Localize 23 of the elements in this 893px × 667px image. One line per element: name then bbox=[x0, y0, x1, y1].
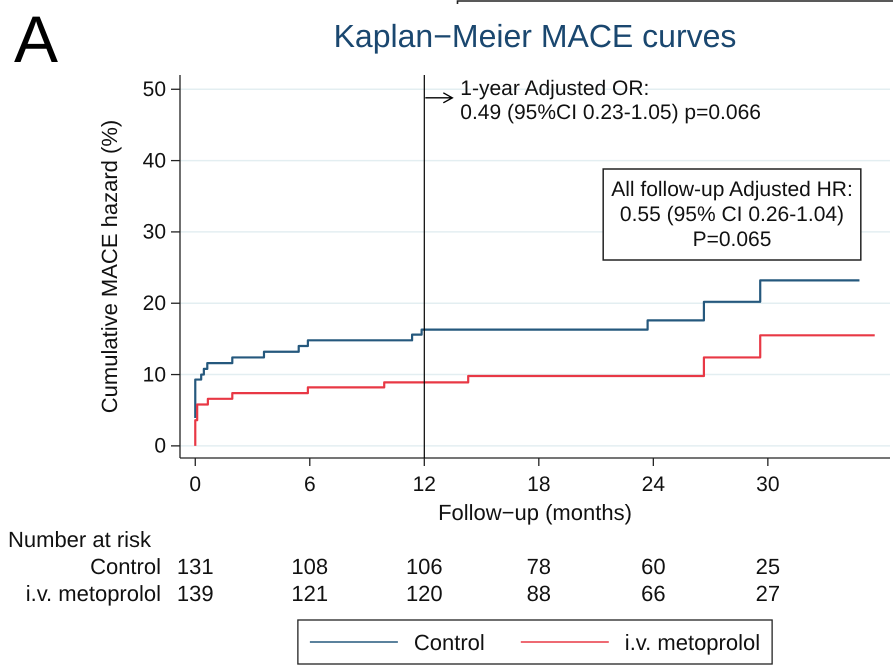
x-tick-label: 30 bbox=[756, 472, 780, 496]
legend-label: Control bbox=[414, 630, 485, 655]
x-axis-title: Follow−up (months) bbox=[438, 500, 632, 525]
annotation: 1-year Adjusted OR: 0.49 (95%CI 0.23-1.05) p=0.066 bbox=[460, 76, 761, 124]
x-tick-label: 12 bbox=[412, 472, 436, 496]
y-tick-label: 10 bbox=[142, 363, 166, 386]
x-tick-label: 6 bbox=[304, 472, 316, 496]
y-tick-label: 0 bbox=[154, 434, 166, 458]
y-tick-label: 30 bbox=[142, 220, 166, 244]
y-tick-label: 40 bbox=[142, 149, 166, 172]
y-axis-title: Cumulative MACE hazard (%) bbox=[97, 120, 122, 414]
x-tick-label: 24 bbox=[642, 472, 666, 496]
chart-title: Kaplan−Meier MACE curves bbox=[334, 18, 736, 54]
y-tick-label: 50 bbox=[142, 78, 166, 101]
text: A bbox=[14, 2, 58, 76]
legend-label: i.v. metoprolol bbox=[624, 630, 760, 655]
text: Number at risk bbox=[8, 527, 152, 552]
annotation: All follow-up Adjusted HR: 0.55 (95% CI 0.26-1.04) P=0.065 bbox=[611, 178, 853, 251]
x-tick-label: 0 bbox=[189, 472, 202, 496]
text: i.v. metoprolol 139 121 120 88 66 27 bbox=[26, 581, 780, 606]
text: Control 131 108 106 78 60 25 bbox=[90, 554, 780, 579]
y-tick-label: 20 bbox=[142, 292, 166, 315]
x-tick-label: 18 bbox=[527, 472, 550, 496]
